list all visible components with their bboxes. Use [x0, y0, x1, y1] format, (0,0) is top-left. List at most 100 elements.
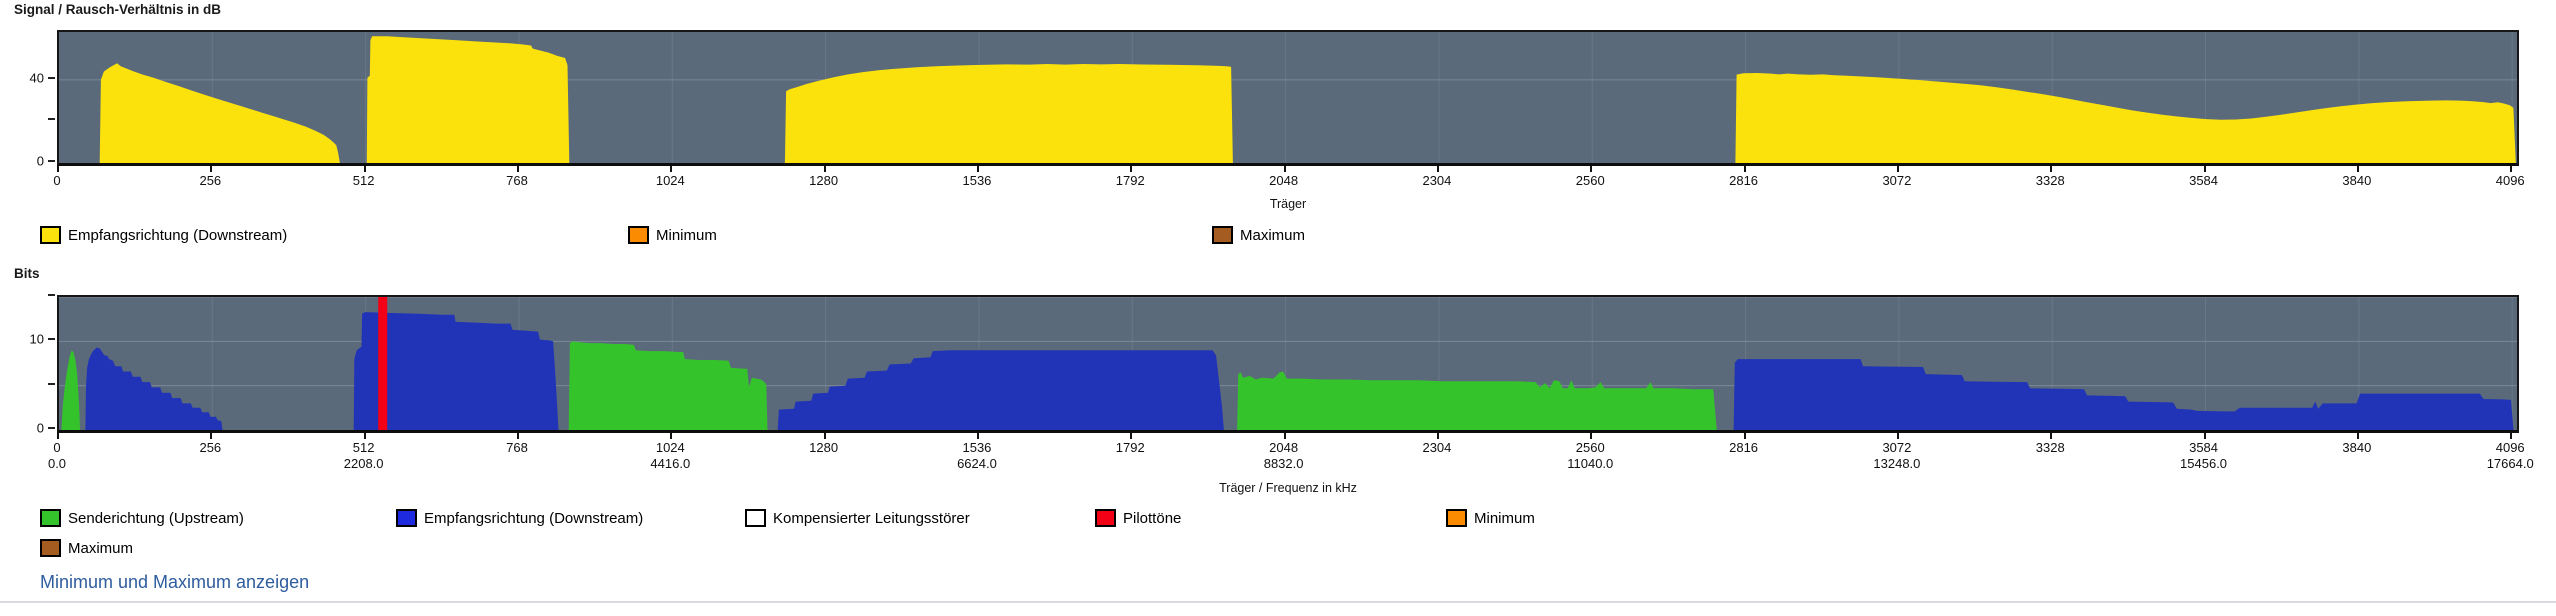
- x-tick-label: 1024: [655, 173, 685, 188]
- x-tick-label: 3584: [2189, 440, 2219, 455]
- x-tick-frequency-label: 13248.0: [1873, 456, 1921, 471]
- x-tick: [2510, 433, 2513, 439]
- x-tick: [1130, 166, 1133, 172]
- x-tick-label: 768: [506, 440, 528, 455]
- y-tick: [48, 382, 55, 385]
- legend-label: Minimum: [656, 226, 717, 244]
- snr-chart-x-axis: 0 256 512 768 1024 1280 1536 1792 2048 2304 2560 28…: [53, 166, 2525, 208]
- x-tick-label: 2560: [1575, 173, 1605, 188]
- bits-chart-title: Bits: [14, 266, 40, 281]
- x-tick: [2203, 166, 2206, 172]
- pilot-tones-color-swatch: [1095, 509, 1116, 527]
- x-tick-label: 1536: [962, 440, 992, 455]
- y-tick-label: 10: [29, 331, 44, 347]
- minimum-color-swatch: [1446, 509, 1467, 527]
- x-tick: [823, 433, 826, 439]
- compensated-disturber-color-swatch: [745, 509, 766, 527]
- x-tick: [516, 433, 519, 439]
- y-tick: [48, 294, 55, 296]
- x-tick-label: 768: [506, 173, 528, 188]
- x-tick-label: 1280: [809, 173, 839, 188]
- x-tick: [1896, 433, 1899, 439]
- x-tick-label: 3328: [2035, 173, 2065, 188]
- x-tick: [2050, 166, 2053, 172]
- legend-label: Senderichtung (Upstream): [68, 509, 244, 527]
- x-tick-label: 3072: [1882, 440, 1912, 455]
- x-tick-frequency-label: 15456.0: [2180, 456, 2228, 471]
- legend-snr-downstream: Empfangsrichtung (Downstream): [40, 224, 287, 246]
- x-tick-label: 256: [199, 440, 222, 455]
- x-tick: [57, 433, 59, 439]
- x-tick-label: 512: [352, 440, 375, 455]
- show-min-max-link[interactable]: Minimum und Maximum anzeigen: [40, 572, 310, 592]
- x-tick: [823, 166, 826, 172]
- x-tick: [1436, 433, 1439, 439]
- x-tick-label: 1024: [655, 440, 685, 455]
- y-tick: [48, 118, 55, 121]
- x-tick-label: 1792: [1115, 440, 1145, 455]
- x-tick-frequency-label: 17664.0: [2486, 456, 2534, 471]
- x-tick: [1743, 433, 1746, 439]
- x-tick-frequency-label: 4416.0: [650, 456, 691, 471]
- snr-chart-y-axis: 0 40: [0, 30, 57, 169]
- downstream-color-swatch: [40, 226, 61, 244]
- x-tick-label: 3072: [1882, 173, 1912, 188]
- x-tick-label: 3840: [2342, 440, 2372, 455]
- y-tick-label: 0: [36, 153, 44, 169]
- y-tick: [48, 76, 55, 79]
- legend-label: Kompensierter Leitungsstörer: [773, 509, 970, 527]
- legend-label: Empfangsrichtung (Downstream): [424, 509, 644, 527]
- x-tick-label: 256: [199, 173, 222, 188]
- legend-label: Maximum: [68, 539, 134, 557]
- upstream-color-swatch: [40, 509, 61, 527]
- x-tick-label: 1792: [1115, 173, 1145, 188]
- x-tick-label: 2304: [1422, 440, 1452, 455]
- x-tick-frequency-label: 8832.0: [1263, 456, 1304, 471]
- legend-label: Minimum: [1474, 509, 1535, 527]
- x-tick: [2203, 433, 2206, 439]
- x-tick-frequency-label: 6624.0: [957, 456, 997, 471]
- legend-snr-maximum: Maximum: [1212, 224, 1305, 246]
- x-tick-label: 2816: [1729, 173, 1759, 188]
- legend-bits-maximum: Maximum: [40, 537, 133, 559]
- y-tick: [48, 160, 55, 162]
- maximum-color-swatch: [1212, 226, 1233, 244]
- x-tick: [1896, 166, 1899, 172]
- minimum-color-swatch: [628, 226, 649, 244]
- x-tick-label: 2304: [1422, 173, 1452, 188]
- maximum-color-swatch: [40, 539, 61, 557]
- x-tick: [2050, 433, 2053, 439]
- x-tick: [670, 166, 673, 172]
- x-tick-label: 3840: [2342, 173, 2372, 188]
- x-tick-label: 3328: [2035, 440, 2065, 455]
- x-tick: [976, 166, 979, 172]
- x-tick: [1590, 166, 1593, 172]
- x-tick: [363, 433, 366, 439]
- legend-label: Maximum: [1240, 226, 1306, 244]
- x-tick: [363, 166, 366, 172]
- x-tick-frequency-label: 11040.0: [1567, 456, 1614, 471]
- x-tick: [1590, 433, 1593, 439]
- x-tick: [210, 433, 213, 439]
- legend-bits-pilot-tones: Pilottöne: [1095, 507, 1181, 529]
- x-tick: [1130, 433, 1133, 439]
- bits-chart-y-axis: 0 10: [0, 294, 57, 436]
- x-tick-label: 0: [53, 440, 61, 455]
- bits-chart-plot: [57, 295, 2519, 433]
- snr-chart-plot: [57, 30, 2519, 166]
- legend-label: Empfangsrichtung (Downstream): [68, 226, 288, 244]
- x-tick: [1283, 433, 1286, 439]
- bottom-divider: [0, 601, 2556, 603]
- x-tick-frequency-label: 2208.0: [343, 456, 384, 471]
- x-tick-label: 0: [53, 173, 61, 188]
- x-tick: [516, 166, 519, 172]
- x-tick: [976, 433, 979, 439]
- x-tick-label: 2560: [1575, 440, 1605, 455]
- x-tick: [57, 166, 59, 172]
- snr-chart-x-axis-title: Träger: [1269, 197, 1307, 211]
- legend-snr-minimum: Minimum: [628, 224, 717, 246]
- snr-chart-title: Signal / Rausch-Verhältnis in dB: [14, 2, 222, 17]
- y-tick: [48, 427, 55, 429]
- x-tick: [1436, 166, 1439, 172]
- downstream-color-swatch: [396, 509, 417, 527]
